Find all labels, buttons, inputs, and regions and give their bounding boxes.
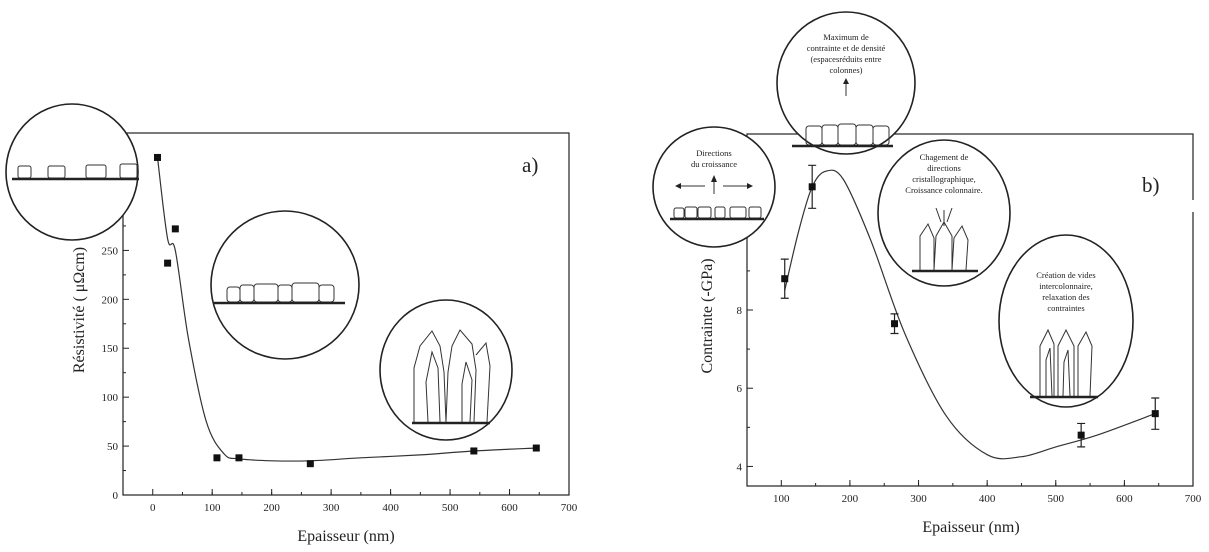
chart-a-x-tick-label: 200 — [263, 502, 280, 514]
chart-b-x-tick-label: 400 — [979, 493, 996, 505]
chart-b-data-point — [1077, 431, 1085, 439]
inset-max-stress: Maximum de contrainte et de densité (esp… — [776, 11, 916, 155]
chart-a-data-point — [164, 259, 172, 267]
chart-a-y-tick-label: 150 — [102, 343, 119, 355]
chart-a-x-tick-label: 500 — [442, 502, 459, 514]
inset-coalescing-grains — [210, 210, 360, 360]
chart-a-x-tick-label: 300 — [323, 502, 340, 514]
inset-max-stress-line-1: Maximum de — [823, 32, 869, 42]
chart-a-y-tick-label: 100 — [102, 392, 119, 404]
inset-growth-directions: Directions du croissance — [652, 126, 776, 248]
chart-b-x-tick-label: 300 — [910, 493, 927, 505]
chart-a-panel-tag: a) — [522, 153, 538, 177]
chart-b-ticks: 100 200 300 400 500 600 700 4 6 8 — [737, 192, 1202, 505]
chart-b-x-tick-label: 500 — [1048, 493, 1065, 505]
chart-b-x-tick-label: 700 — [1185, 493, 1202, 505]
chart-a-y-tick-label: 50 — [107, 441, 119, 453]
chart-a-y-tick-label: 250 — [102, 245, 119, 257]
chart-b-y-tick-label: 6 — [737, 383, 743, 395]
chart-a-x-tick-label: 600 — [501, 502, 518, 514]
chart-b-y-tick-label: 4 — [737, 461, 743, 473]
chart-b-data-point — [1151, 410, 1159, 418]
chart-a-data-point — [213, 454, 221, 462]
chart-b-x-tick-label: 600 — [1116, 493, 1133, 505]
chart-b-x-tick-label: 100 — [773, 493, 790, 505]
chart-b-panel-tag: b) — [1142, 173, 1160, 197]
chart-b-data-point — [808, 183, 816, 191]
inset-void-creation-line-2: intercolonnaire, — [1039, 281, 1093, 291]
inset-orientation-change: Chagement de directions cristallographiq… — [877, 139, 1011, 287]
chart-a-data-point — [470, 447, 478, 455]
chart-b-data-point — [891, 320, 899, 328]
chart-a-x-tick-label: 400 — [382, 502, 399, 514]
inset-orientation-change-line-3: cristallographique, — [912, 174, 976, 184]
chart-a-x-tick-label: 700 — [561, 502, 578, 514]
chart-b-x-axis-label: Epaisseur (nm) — [922, 519, 1019, 536]
inset-max-stress-line-3: (espacesréduits entre — [810, 54, 881, 64]
inset-growth-directions-line-2: du croissance — [691, 159, 737, 169]
chart-a-y-tick-label: 0 — [113, 490, 119, 502]
chart-a-y-axis-label: Résistivité ( μΩcm) — [71, 247, 88, 373]
chart-a-ticks: 0 100 200 300 400 500 600 700 0 50 100 150 200 250 — [102, 176, 578, 514]
chart-b-y-axis-label: Contrainte (-GPa) — [699, 258, 716, 373]
chart-a: 0 100 200 300 400 500 600 700 0 50 100 150 200 250 Ep… — [5, 103, 578, 545]
chart-a-data-point — [532, 444, 540, 452]
chart-a-y-tick-label: 200 — [102, 294, 119, 306]
inset-orientation-change-line-4: Croissance colonnaire. — [905, 185, 982, 195]
inset-max-stress-line-2: contrainte et de densité — [807, 43, 886, 53]
chart-a-data-point — [306, 460, 314, 468]
inset-void-creation-line-4: contraintes — [1047, 303, 1084, 313]
chart-a-data-point — [235, 454, 243, 462]
chart-a-data-point — [171, 225, 179, 233]
chart-a-data-point — [153, 153, 161, 161]
inset-small-grains — [5, 103, 139, 241]
chart-a-x-tick-label: 0 — [150, 502, 156, 514]
chart-b-y-tick-label: 8 — [737, 305, 743, 317]
chart-b-data-point — [781, 275, 789, 283]
chart-b-x-tick-label: 200 — [842, 493, 859, 505]
chart-a-fit-curve — [156, 157, 537, 462]
inset-orientation-change-line-1: Chagement de — [920, 152, 969, 162]
inset-void-creation-line-3: relaxation des — [1042, 292, 1089, 302]
inset-growth-directions-line-1: Directions — [696, 148, 731, 158]
inset-columnar-growth — [379, 299, 513, 441]
chart-a-data-points — [153, 153, 540, 468]
chart-a-x-axis-label: Epaisseur (nm) — [297, 528, 394, 545]
chart-a-frame — [122, 132, 570, 496]
chart-a-x-tick-label: 100 — [204, 502, 221, 514]
inset-void-creation: Création de vides intercolonnaire, relax… — [998, 234, 1134, 408]
chart-b-data-points — [780, 164, 1160, 448]
inset-void-creation-line-1: Création de vides — [1036, 270, 1095, 280]
inset-max-stress-line-4: colonnes) — [829, 65, 862, 75]
inset-orientation-change-line-2: directions — [927, 163, 961, 173]
